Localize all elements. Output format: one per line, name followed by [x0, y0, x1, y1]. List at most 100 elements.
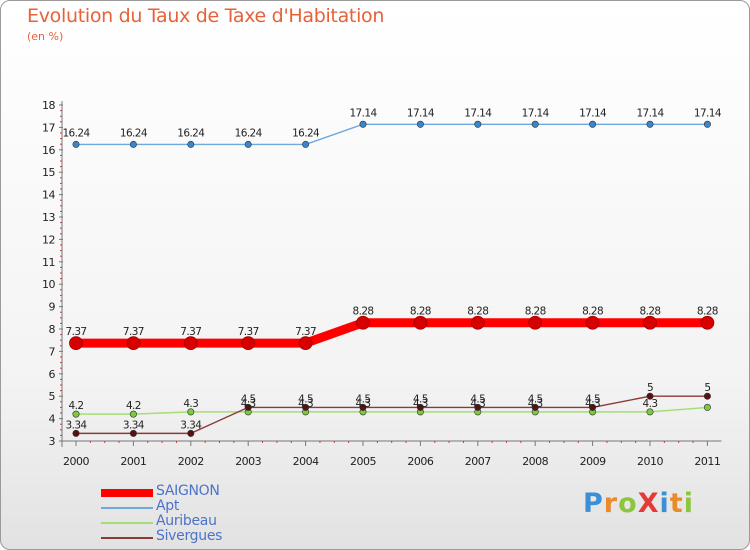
x-tick-label: 2004: [293, 455, 319, 468]
data-label-auribeau: 4.3: [528, 398, 543, 410]
data-point-apt: [589, 120, 597, 128]
x-tick-label: 2008: [522, 455, 548, 468]
x-tick-label: 2009: [580, 455, 606, 468]
data-label-auribeau: 4.3: [585, 398, 600, 410]
data-point-saignon: [643, 315, 657, 330]
data-point-saignon: [413, 315, 428, 330]
legend-label-apt: Apt: [156, 498, 180, 514]
y-tick-label: 14: [42, 189, 55, 202]
data-label-auribeau: 4.3: [183, 398, 198, 410]
series-line-saignon: [71, 318, 712, 348]
y-tick-label: 16: [42, 144, 55, 157]
data-point-saignon: [126, 336, 141, 351]
data-label-sivergues: 4.5: [470, 393, 485, 405]
data-point-saignon: [241, 336, 256, 351]
data-point-saignon: [183, 336, 198, 351]
data-label-saignon: 7.37: [66, 326, 87, 338]
data-label-sivergues: 4.5: [241, 393, 256, 405]
legend-label-auribeau: Auribeau: [156, 513, 217, 529]
y-tick-label: 15: [42, 166, 55, 179]
y-tick-label: 11: [42, 256, 55, 269]
y-tick-label: 7: [49, 345, 56, 358]
data-label-sivergues: 4.5: [585, 393, 600, 405]
data-label-apt: 17.14: [522, 107, 550, 119]
x-tick-label: 2000: [63, 455, 89, 468]
data-label-apt: 16.24: [292, 127, 320, 139]
data-point-saignon: [69, 336, 83, 351]
data-label-auribeau: 4.3: [643, 398, 658, 410]
y-tick-label: 8: [49, 323, 56, 336]
x-tick-label: 2011: [694, 455, 720, 468]
data-point-apt: [703, 120, 711, 128]
data-point-sivergues: [531, 403, 539, 411]
data-point-sivergues: [646, 392, 654, 400]
data-label-apt: 16.24: [120, 127, 148, 139]
data-point-saignon: [470, 315, 485, 330]
y-tick-label: 18: [42, 99, 55, 112]
legend-swatch-saignon: [101, 489, 153, 497]
legend-item-sivergues: Sivergues: [101, 528, 301, 545]
data-label-auribeau: 4.3: [298, 398, 313, 410]
series-line-auribeau: [75, 406, 709, 415]
data-point-apt: [129, 140, 137, 148]
data-label-auribeau: 4.3: [470, 398, 485, 410]
x-tick-label: 2001: [120, 455, 146, 468]
data-label-saignon: 8.28: [640, 306, 661, 318]
data-point-sivergues: [244, 403, 252, 411]
data-label-auribeau: 4.2: [126, 400, 141, 412]
data-label-saignon: 8.28: [697, 306, 718, 318]
data-point-sivergues: [302, 403, 310, 411]
data-label-sivergues: 4.5: [298, 393, 313, 405]
y-tick-label: 10: [42, 278, 55, 291]
data-point-saignon: [298, 336, 313, 351]
data-point-sivergues: [589, 403, 597, 411]
chart-legend: SAIGNON Apt Auribeau Sivergues: [101, 483, 301, 545]
data-point-apt: [646, 120, 654, 128]
data-label-auribeau: 4.2: [69, 400, 84, 412]
x-tick-label: 2002: [178, 455, 204, 468]
legend-label-sivergues: Sivergues: [156, 528, 223, 544]
legend-item-apt: Apt: [101, 498, 301, 515]
data-point-apt: [474, 120, 482, 128]
data-label-apt: 16.24: [235, 127, 263, 139]
y-tick-label: 6: [49, 368, 56, 381]
data-point-sivergues: [187, 429, 195, 437]
data-label-sivergues: 3.34: [123, 419, 145, 431]
data-label-sivergues: 4.5: [528, 393, 543, 405]
legend-swatch-sivergues: [101, 537, 153, 539]
data-point-sivergues: [474, 403, 482, 411]
x-tick-label: 2007: [465, 455, 491, 468]
proxiti-logo: ProXiti: [583, 488, 694, 519]
data-point-apt: [244, 140, 252, 148]
data-label-apt: 16.24: [62, 127, 90, 139]
data-label-sivergues: 5: [647, 382, 653, 394]
series-line-apt: [75, 123, 709, 146]
data-point-saignon: [528, 315, 543, 330]
data-point-apt: [302, 140, 310, 148]
data-point-sivergues: [129, 429, 137, 437]
data-label-apt: 17.14: [464, 107, 492, 119]
data-label-auribeau: 4.3: [241, 398, 256, 410]
data-label-apt: 17.14: [694, 107, 722, 119]
data-label-apt: 17.14: [407, 107, 435, 119]
data-label-saignon: 7.37: [238, 326, 259, 338]
chart-subtitle: (en %): [27, 30, 64, 43]
data-label-saignon: 8.28: [525, 306, 546, 318]
legend-swatch-apt: [101, 507, 153, 509]
y-tick-label: 3: [49, 435, 56, 448]
data-label-saignon: 8.28: [353, 306, 374, 318]
y-tick-label: 12: [42, 233, 55, 246]
data-point-apt: [416, 120, 424, 128]
y-tick-label: 9: [49, 301, 56, 314]
legend-item-saignon: SAIGNON: [101, 483, 301, 500]
y-tick-label: 13: [42, 211, 55, 224]
data-point-saignon: [356, 315, 370, 330]
data-label-auribeau: 4.3: [356, 398, 371, 410]
data-label-apt: 17.14: [636, 107, 664, 119]
data-point-apt: [72, 140, 80, 148]
x-tick-label: 2005: [350, 455, 376, 468]
data-point-saignon: [700, 315, 715, 330]
x-tick-label: 2010: [637, 455, 663, 468]
